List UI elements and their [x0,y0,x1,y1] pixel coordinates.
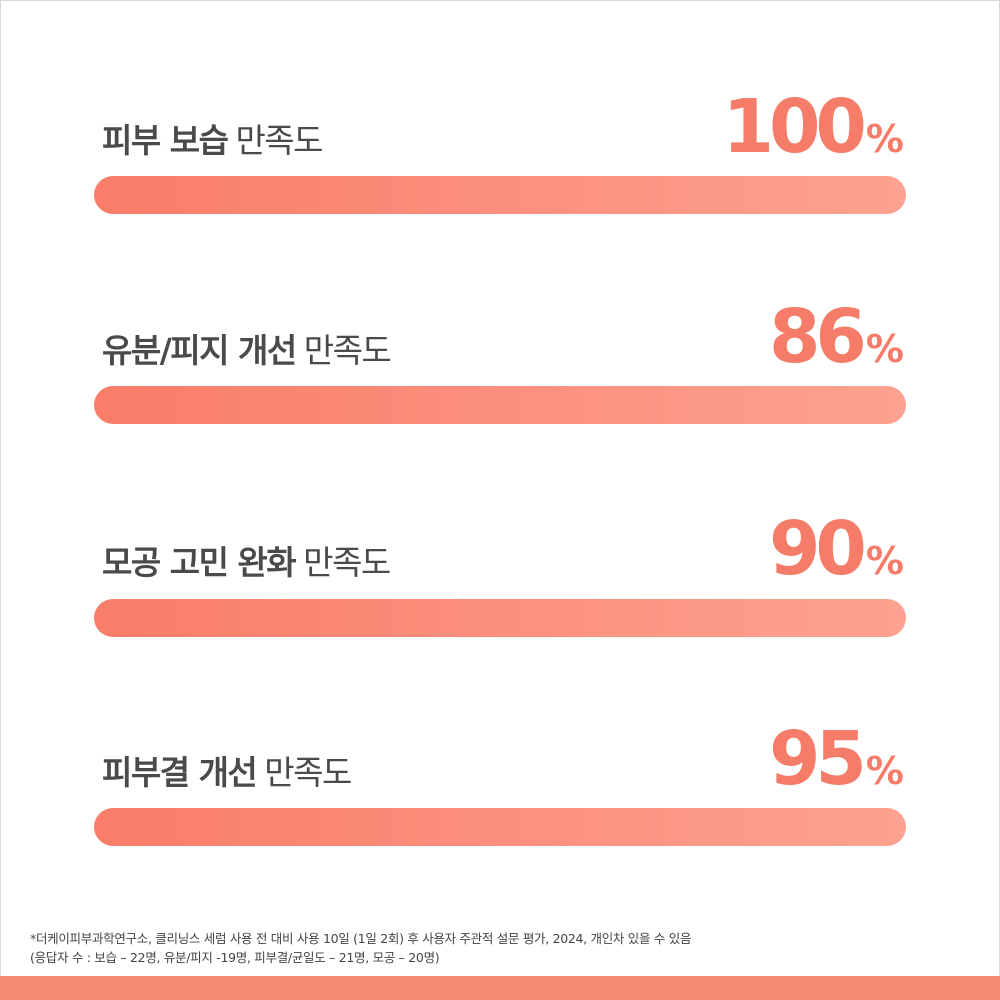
footnote: *더케이피부과학연구소, 클리닝스 세럼 사용 전 대비 사용 10일 (1일 … [30,931,692,946]
value-unit: % [865,117,904,161]
value-unit: % [865,539,904,583]
item-label: 모공 고민 완화 만족도 [102,536,391,584]
value: 90% [769,512,904,586]
label-bold: 피부결 개선 [102,753,258,792]
label-regular: 만족도 [303,331,392,370]
value-number: 86 [768,294,867,380]
value-number: 95 [768,716,867,802]
item-label: 유분/피지 개선 만족도 [102,324,392,372]
item-label: 피부 보습 만족도 [102,114,324,162]
label-bold: 모공 고민 완화 [102,543,297,582]
value: 100% [722,90,904,164]
label-regular: 만족도 [264,753,352,792]
label-regular: 만족도 [303,543,391,582]
item-label: 피부결 개선 만족도 [102,746,352,794]
bar [94,808,906,846]
value-unit: % [865,327,904,371]
value-unit: % [865,749,904,793]
footnote: (응답자 수 : 보습 – 22명, 유분/피지 -19명, 피부결/균일도 –… [30,950,440,965]
bar [94,599,906,637]
bar [94,386,906,424]
value: 95% [769,722,904,796]
value-number: 100 [722,84,866,170]
value-number: 90 [768,506,867,592]
label-bold: 유분/피지 개선 [102,331,297,370]
label-regular: 만족도 [235,121,323,160]
bar [94,176,906,214]
bottom-stripe [0,976,1000,1000]
value: 86% [769,300,904,374]
label-bold: 피부 보습 [102,121,229,160]
